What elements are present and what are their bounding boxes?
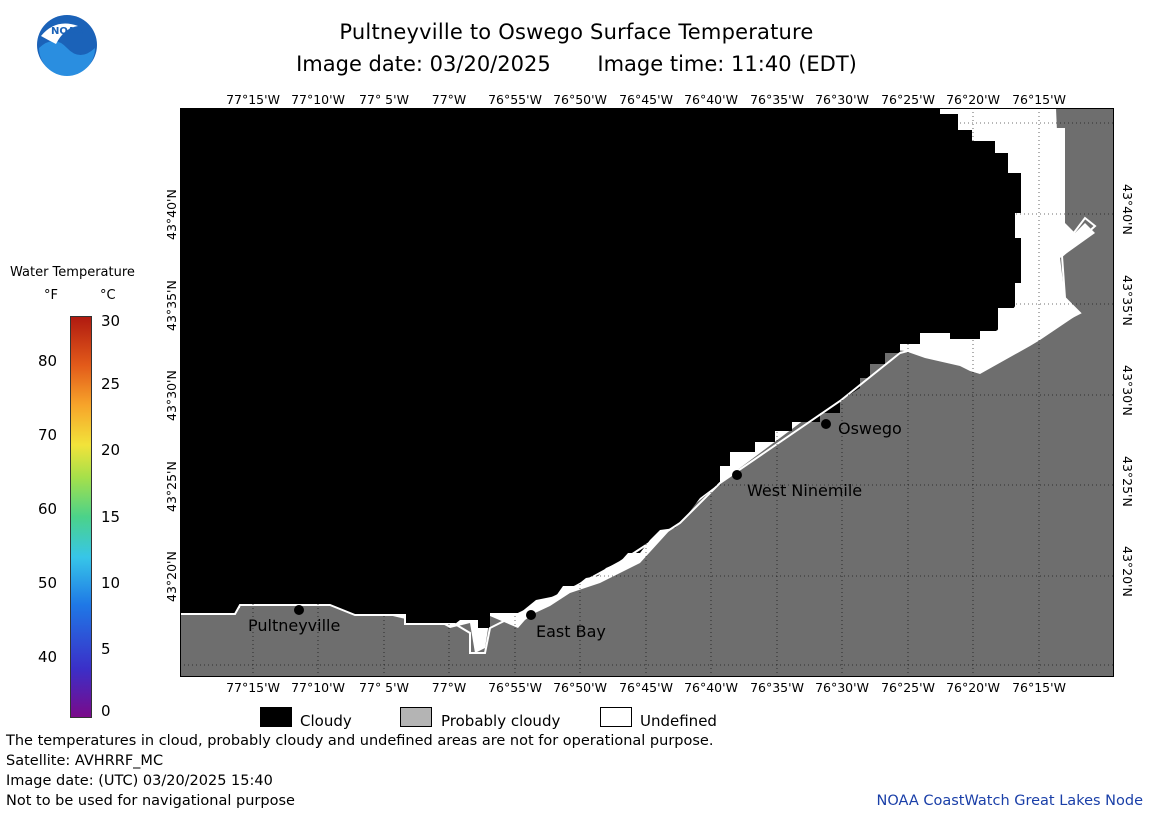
- colorbar-tick-f: 80: [38, 352, 58, 370]
- lon-label-top: 76°40'W: [684, 92, 738, 107]
- lat-label-left: 43°30'N: [164, 370, 179, 421]
- lon-label-bottom: 76°25'W: [881, 680, 935, 695]
- map-subtitle: Image date: 03/20/2025 Image time: 11:40…: [0, 52, 1153, 76]
- lon-label-bottom: 76°20'W: [946, 680, 1000, 695]
- lat-label-right: 43°25'N: [1120, 456, 1135, 507]
- lat-label-left: 43°40'N: [164, 189, 179, 240]
- marker-west-ninemile[interactable]: [732, 470, 742, 480]
- lon-label-top: 77°10'W: [291, 92, 345, 107]
- footer-credit: NOAA CoastWatch Great Lakes Node: [876, 793, 1143, 809]
- lon-label-top: 76°35'W: [750, 92, 804, 107]
- lat-label-right: 43°20'N: [1120, 546, 1135, 597]
- lon-label-top: 76°15'W: [1012, 92, 1066, 107]
- lon-label-top: 77° 5'W: [359, 92, 409, 107]
- lon-label-bottom: 76°15'W: [1012, 680, 1066, 695]
- lon-label-top: 76°55'W: [488, 92, 542, 107]
- colorbar-unit-f: °F: [44, 288, 58, 303]
- marker-oswego[interactable]: [821, 419, 831, 429]
- legend-label-probably-cloudy: Probably cloudy: [441, 712, 561, 730]
- footer-nav-warning: Not to be used for navigational purpose: [6, 793, 295, 809]
- colorbar-tick-c: 5: [101, 640, 111, 658]
- lon-label-bottom: 76°55'W: [488, 680, 542, 695]
- colorbar-tick-c: 30: [101, 312, 121, 330]
- colorbar-tick-f: 40: [38, 648, 58, 666]
- lon-label-top: 76°25'W: [881, 92, 935, 107]
- map-title: Pultneyville to Oswego Surface Temperatu…: [339, 20, 814, 44]
- label-pultneyville: Pultneyville: [248, 616, 341, 635]
- image-time: Image time: 11:40 (EDT): [597, 52, 857, 76]
- colorbar: [70, 316, 92, 718]
- lon-label-bottom: 77°10'W: [291, 680, 345, 695]
- image-date: Image date: 03/20/2025: [296, 52, 551, 76]
- graticule: [180, 108, 1114, 677]
- map-border: [180, 108, 1114, 677]
- lon-label-bottom: 76°40'W: [684, 680, 738, 695]
- legend-swatch-probably-cloudy: [400, 707, 432, 727]
- footer-utc-date: Image date: (UTC) 03/20/2025 15:40: [6, 773, 273, 789]
- colorbar-tick-f: 70: [38, 426, 58, 444]
- lon-label-bottom: 76°45'W: [619, 680, 673, 695]
- coastline: [180, 108, 1097, 654]
- lat-label-left: 43°20'N: [164, 551, 179, 602]
- label-oswego: Oswego: [838, 419, 902, 438]
- legend-label-cloudy: Cloudy: [300, 712, 352, 730]
- legend-swatch-undefined: [600, 707, 632, 727]
- label-east-bay: East Bay: [536, 622, 606, 641]
- lon-label-top: 77°15'W: [226, 92, 280, 107]
- lat-label-right: 43°40'N: [1120, 184, 1135, 235]
- lat-label-left: 43°35'N: [164, 280, 179, 331]
- lon-label-bottom: 77° 5'W: [359, 680, 409, 695]
- lon-label-top: 76°45'W: [619, 92, 673, 107]
- lat-label-right: 43°30'N: [1120, 365, 1135, 416]
- marker-east-bay[interactable]: [526, 610, 536, 620]
- lon-label-top: 76°20'W: [946, 92, 1000, 107]
- marker-pultneyville[interactable]: [294, 605, 304, 615]
- colorbar-tick-c: 0: [101, 702, 111, 720]
- lon-label-top: 76°30'W: [815, 92, 869, 107]
- colorbar-title: Water Temperature: [10, 265, 135, 280]
- colorbar-tick-c: 25: [101, 375, 121, 393]
- cloudy-region: [180, 108, 1021, 628]
- lat-label-right: 43°35'N: [1120, 275, 1135, 326]
- colorbar-tick-c: 10: [101, 574, 121, 592]
- lon-label-bottom: 76°30'W: [815, 680, 869, 695]
- colorbar-tick-c: 20: [101, 441, 121, 459]
- map-panel[interactable]: [180, 108, 1114, 677]
- footer-note: The temperatures in cloud, probably clou…: [6, 733, 714, 749]
- lon-label-top: 77°W: [431, 92, 467, 107]
- legend-swatch-cloudy: [260, 707, 292, 727]
- colorbar-tick-c: 15: [101, 508, 121, 526]
- lon-label-top: 76°50'W: [553, 92, 607, 107]
- lon-label-bottom: 76°50'W: [553, 680, 607, 695]
- legend-label-undefined: Undefined: [640, 712, 717, 730]
- colorbar-tick-f: 60: [38, 500, 58, 518]
- lon-label-bottom: 76°35'W: [750, 680, 804, 695]
- colorbar-unit-c: °C: [100, 288, 116, 303]
- footer-satellite: Satellite: AVHRRF_MC: [6, 753, 164, 769]
- noaa-logo-icon: NOAA: [37, 15, 97, 76]
- label-west-ninemile: West Ninemile: [747, 481, 863, 500]
- logo-text: NOAA: [51, 26, 83, 37]
- lon-label-bottom: 77°15'W: [226, 680, 280, 695]
- lat-label-left: 43°25'N: [164, 461, 179, 512]
- colorbar-tick-f: 50: [38, 574, 58, 592]
- lon-label-bottom: 77°W: [431, 680, 467, 695]
